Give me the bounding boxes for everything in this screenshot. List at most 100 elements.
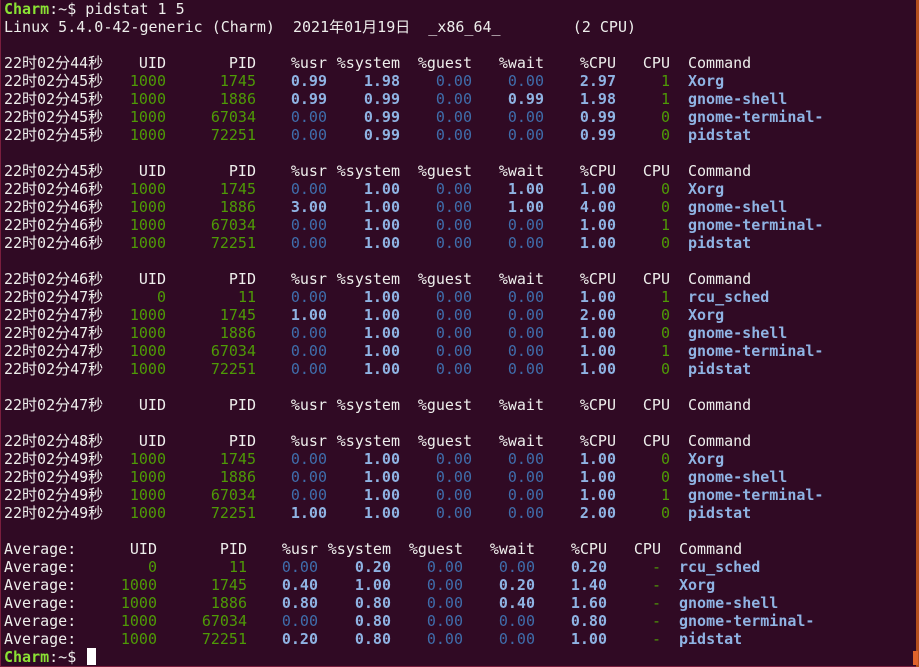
usr-cell: %usr <box>290 270 327 288</box>
usr-cell: 0.00 <box>290 450 327 468</box>
usr-cell: 0.99 <box>290 90 327 108</box>
system-cell: 1.00 <box>363 486 400 504</box>
time-cell: 22时02分45秒 <box>4 72 104 90</box>
wait-cell: 0.00 <box>507 450 544 468</box>
guest-cell: 0.00 <box>435 288 472 306</box>
uid-cell: 1000 <box>129 198 166 216</box>
current-prompt-line[interactable]: Charm:~$ <box>4 648 909 666</box>
cpu-pct-cell: 1.00 <box>579 216 616 234</box>
time-cell: 22时02分47秒 <box>4 324 104 342</box>
process-row: 22时02分47秒 1000 72251 0.00 1.00 0.00 0.00 1.00 0 p… <box>4 360 909 378</box>
column-header-row: 22时02分47秒 UID PID %usr %system %guest %wait %CP… <box>4 396 909 414</box>
command-cell: gnome-terminal- <box>688 486 824 504</box>
wait-cell: 0.40 <box>498 594 535 612</box>
time-cell: Average: <box>4 576 77 594</box>
usr-cell: 1.00 <box>290 504 327 522</box>
command-cell: gnome-shell <box>679 594 779 612</box>
usr-cell: 0.00 <box>290 342 327 360</box>
average-row: Average: 0 11 0.00 0.20 0.00 0.00 0.20 - rcu_sche… <box>4 558 909 576</box>
uid-cell: UID <box>129 540 157 558</box>
time-cell: Average: <box>4 630 77 648</box>
time-cell: 22时02分45秒 <box>4 108 104 126</box>
usr-cell: 0.80 <box>281 594 318 612</box>
wait-cell: 0.00 <box>507 468 544 486</box>
cpu-cell: 0 <box>660 306 670 324</box>
guest-cell: %guest <box>417 396 472 414</box>
system-cell: %system <box>336 270 400 288</box>
cpu-cell: 1 <box>660 342 670 360</box>
cpu-pct-cell: %CPU <box>579 54 616 72</box>
uid-cell: 1000 <box>129 72 166 90</box>
wait-cell: 0.00 <box>507 486 544 504</box>
process-row: 22时02分46秒 1000 72251 0.00 1.00 0.00 0.00 1.00 0 p… <box>4 234 909 252</box>
wait-cell: 0.00 <box>498 612 535 630</box>
pid-cell: 1886 <box>219 468 256 486</box>
time-cell: 22时02分46秒 <box>4 180 104 198</box>
uid-cell: 1000 <box>129 342 166 360</box>
uid-cell: 1000 <box>129 306 166 324</box>
column-header-row: 22时02分46秒 UID PID %usr %system %guest %wait %CP… <box>4 270 909 288</box>
command-cell: pidstat <box>679 630 743 648</box>
command-cell: Command <box>688 54 752 72</box>
command-cell: rcu_sched <box>679 558 761 576</box>
guest-cell: %guest <box>408 540 463 558</box>
usr-cell: %usr <box>290 396 327 414</box>
pid-cell: PID <box>219 540 247 558</box>
uid-cell: 1000 <box>129 108 166 126</box>
window-border-left <box>0 0 1 667</box>
uid-cell: 1000 <box>129 234 166 252</box>
guest-cell: 0.00 <box>426 576 463 594</box>
scrollbar-thumb[interactable] <box>913 651 918 665</box>
process-row: 22时02分47秒 0 11 0.00 1.00 0.00 0.00 1.00 1 rcu_sch… <box>4 288 909 306</box>
cpu-pct-cell: 1.00 <box>579 486 616 504</box>
process-row: 22时02分47秒 1000 67034 0.00 1.00 0.00 0.00 1.00 1 g… <box>4 342 909 360</box>
time-cell: 22时02分45秒 <box>4 126 104 144</box>
average-row: Average: 1000 72251 0.20 0.80 0.00 0.00 1.00 - pi… <box>4 630 909 648</box>
pid-cell: 1886 <box>219 198 256 216</box>
usr-cell: 3.00 <box>290 198 327 216</box>
guest-cell: %guest <box>417 54 472 72</box>
time-cell: 22时02分49秒 <box>4 468 104 486</box>
wait-cell: 0.00 <box>507 216 544 234</box>
uid-cell: 1000 <box>120 576 157 594</box>
process-row: 22时02分45秒 1000 72251 0.00 0.99 0.00 0.00 0.99 0 p… <box>4 126 909 144</box>
pid-cell: 1886 <box>219 90 256 108</box>
pid-cell: 67034 <box>210 216 256 234</box>
command-cell: Xorg <box>688 306 725 324</box>
guest-cell: 0.00 <box>435 324 472 342</box>
uid-cell: 0 <box>147 558 157 576</box>
pid-cell: 67034 <box>201 612 247 630</box>
usr-cell: 0.00 <box>290 234 327 252</box>
uid-cell: 1000 <box>129 486 166 504</box>
system-cell: %system <box>336 162 400 180</box>
wait-cell: 0.00 <box>507 234 544 252</box>
cpu-cell: - <box>651 612 661 630</box>
usr-cell: 0.00 <box>290 360 327 378</box>
system-cell: 0.80 <box>354 612 391 630</box>
usr-cell: 0.00 <box>281 612 318 630</box>
cpu-pct-cell: %CPU <box>579 270 616 288</box>
guest-cell: 0.00 <box>435 360 472 378</box>
process-row: 22时02分45秒 1000 67034 0.00 0.99 0.00 0.00 0.99 0 g… <box>4 108 909 126</box>
process-row: 22时02分46秒 1000 67034 0.00 1.00 0.00 0.00 1.00 1 g… <box>4 216 909 234</box>
cpu-pct-cell: 1.00 <box>579 360 616 378</box>
command-cell: Xorg <box>688 72 725 90</box>
cpu-pct-cell: 1.40 <box>570 576 607 594</box>
wait-cell: 0.00 <box>507 126 544 144</box>
system-cell: 1.00 <box>363 360 400 378</box>
cpu-pct-cell: 1.00 <box>579 324 616 342</box>
process-row: 22时02分46秒 1000 1886 3.00 1.00 0.00 1.00 4.00 0 gn… <box>4 198 909 216</box>
uid-cell: UID <box>138 432 166 450</box>
pid-cell: 1745 <box>219 306 256 324</box>
wait-cell: 1.00 <box>507 198 544 216</box>
scrollbar-track[interactable] <box>916 0 919 667</box>
cpu-cell: 0 <box>660 360 670 378</box>
guest-cell: 0.00 <box>435 234 472 252</box>
uid-cell: UID <box>138 270 166 288</box>
cpu-pct-cell: 2.97 <box>579 72 616 90</box>
cpu-cell: 0 <box>660 198 670 216</box>
cpu-cell: CPU <box>642 54 670 72</box>
cpu-cell: 0 <box>660 180 670 198</box>
command-cell: Command <box>688 432 752 450</box>
pid-cell: 67034 <box>210 108 256 126</box>
